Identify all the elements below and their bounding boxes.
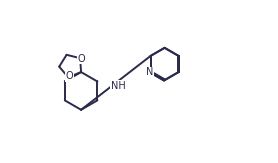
Text: NH: NH: [111, 81, 125, 90]
Text: O: O: [66, 72, 74, 82]
Text: O: O: [78, 54, 86, 64]
Text: N: N: [146, 67, 153, 77]
